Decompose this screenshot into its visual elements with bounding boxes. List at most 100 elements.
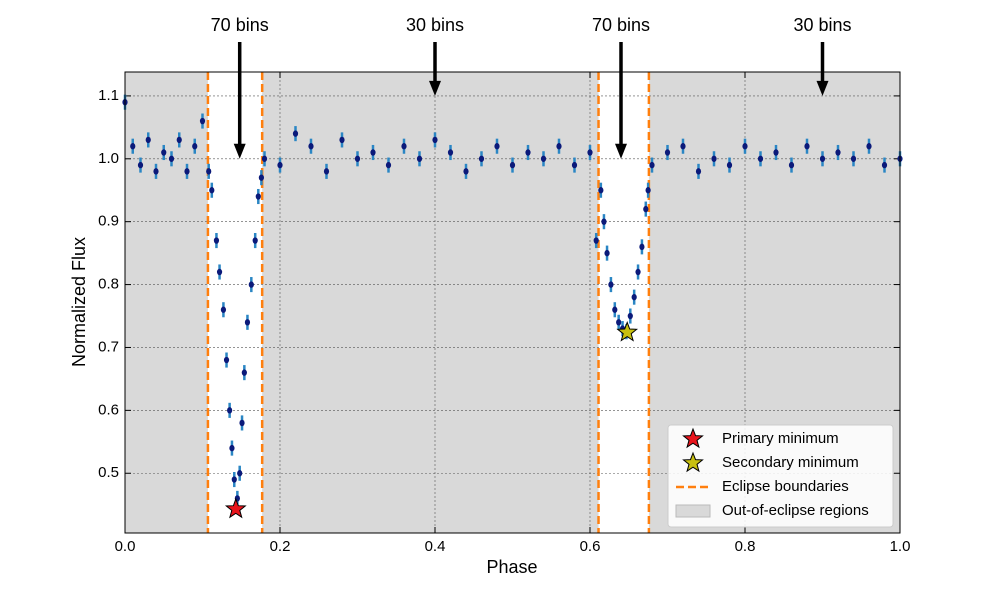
data-point bbox=[308, 143, 314, 150]
data-point bbox=[664, 149, 671, 156]
data-point bbox=[227, 407, 233, 414]
data-point bbox=[742, 143, 748, 150]
x-tick-label: 0.0 bbox=[115, 538, 136, 555]
data-point bbox=[631, 293, 637, 301]
data-point bbox=[627, 312, 633, 320]
data-point bbox=[773, 149, 779, 156]
data-point bbox=[153, 168, 159, 175]
data-point bbox=[192, 143, 198, 150]
annotation: 70 bins bbox=[592, 15, 650, 35]
x-tick-label: 1.0 bbox=[890, 538, 911, 555]
x-tick-label: 0.6 bbox=[580, 538, 601, 555]
data-point bbox=[277, 161, 283, 169]
data-point bbox=[649, 161, 655, 169]
data-point bbox=[571, 161, 578, 169]
data-point bbox=[601, 218, 607, 225]
data-point bbox=[401, 143, 407, 150]
data-point bbox=[241, 369, 247, 376]
data-point bbox=[199, 117, 206, 125]
y-tick-label: 0.6 bbox=[98, 401, 119, 418]
data-point bbox=[432, 136, 438, 144]
data-point bbox=[643, 205, 649, 213]
data-point bbox=[237, 470, 243, 477]
data-point bbox=[231, 476, 237, 483]
data-point bbox=[608, 281, 614, 288]
data-point bbox=[604, 249, 610, 257]
data-point bbox=[639, 243, 645, 251]
data-point bbox=[757, 155, 764, 162]
data-point bbox=[804, 143, 810, 150]
data-point bbox=[137, 161, 144, 169]
legend-marker bbox=[682, 451, 704, 473]
legend-label: Primary minimum bbox=[722, 430, 839, 447]
y-tick-label: 0.7 bbox=[98, 338, 119, 355]
data-point bbox=[145, 136, 151, 144]
data-point bbox=[881, 161, 888, 169]
annotation-arrowhead bbox=[816, 80, 829, 96]
data-point bbox=[556, 143, 562, 150]
y-tick-label: 1.1 bbox=[98, 87, 119, 104]
data-point bbox=[255, 193, 261, 200]
legend-label: Secondary minimum bbox=[722, 454, 859, 471]
y-axis-label: Normalized Flux bbox=[69, 237, 89, 367]
legend-label: Eclipse boundaries bbox=[722, 478, 849, 495]
annotation: 30 bins bbox=[793, 15, 851, 35]
data-point bbox=[176, 136, 182, 144]
annotation-arrowhead bbox=[429, 80, 441, 96]
data-point bbox=[252, 237, 258, 244]
data-point bbox=[635, 268, 641, 276]
data-point bbox=[695, 168, 702, 175]
annotation-arrowhead bbox=[615, 143, 627, 159]
data-point bbox=[258, 174, 264, 181]
data-point bbox=[130, 143, 136, 150]
data-point bbox=[540, 155, 547, 162]
data-point bbox=[509, 161, 516, 169]
data-point bbox=[209, 187, 215, 194]
data-point bbox=[229, 444, 235, 452]
data-point bbox=[184, 168, 190, 175]
x-tick-label: 0.8 bbox=[735, 538, 756, 555]
data-point bbox=[494, 143, 500, 150]
x-tick-label: 0.4 bbox=[425, 538, 446, 555]
data-point bbox=[587, 149, 593, 156]
data-point bbox=[447, 149, 454, 156]
data-point bbox=[645, 187, 651, 194]
legend-marker bbox=[682, 427, 704, 449]
data-point bbox=[598, 187, 604, 194]
y-tick-label: 0.5 bbox=[98, 464, 119, 481]
data-point bbox=[616, 319, 622, 326]
plot-frame bbox=[124, 71, 901, 534]
data-point bbox=[292, 130, 299, 137]
data-point bbox=[726, 161, 733, 169]
annotation-arrowhead bbox=[233, 143, 246, 159]
data-point bbox=[168, 155, 175, 162]
y-tick-label: 1.0 bbox=[98, 150, 119, 167]
y-tick-label: 0.9 bbox=[98, 213, 119, 230]
out-of-eclipse-region bbox=[262, 72, 599, 533]
annotation: 70 bins bbox=[211, 15, 269, 35]
x-tick-label: 0.2 bbox=[270, 538, 291, 555]
annotation: 30 bins bbox=[406, 15, 464, 35]
minimum-marker bbox=[224, 497, 247, 519]
legend-marker bbox=[675, 504, 711, 518]
data-point bbox=[244, 319, 251, 326]
data-point bbox=[354, 155, 361, 162]
data-point bbox=[680, 143, 686, 150]
data-point bbox=[223, 356, 230, 364]
minimum-marker bbox=[616, 320, 639, 342]
data-point bbox=[463, 168, 469, 175]
data-point bbox=[370, 149, 376, 156]
data-point bbox=[339, 136, 345, 144]
data-point bbox=[161, 149, 167, 156]
data-point bbox=[835, 149, 841, 156]
data-point bbox=[593, 237, 599, 244]
data-point bbox=[819, 155, 826, 162]
data-point bbox=[866, 143, 872, 150]
data-point bbox=[261, 155, 268, 162]
data-point bbox=[213, 237, 220, 244]
data-point bbox=[385, 161, 392, 169]
data-point bbox=[850, 155, 857, 162]
data-point bbox=[216, 268, 223, 276]
